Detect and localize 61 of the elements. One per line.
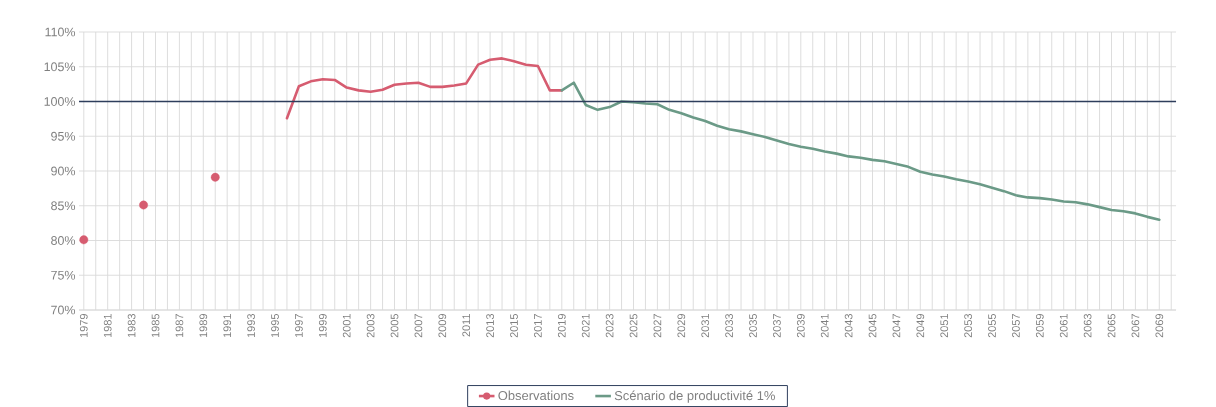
x-tick-label: 2037 <box>773 314 781 338</box>
x-tick-label: 2049 <box>916 314 925 338</box>
x-tick-label: 2023 <box>605 313 614 338</box>
x-tick-label: 2055 <box>988 313 996 338</box>
x-tick-label: 2025 <box>629 313 638 338</box>
x-tick-label: 2029 <box>677 314 686 338</box>
x-tick-label: 2061 <box>1059 314 1068 338</box>
x-tick-label: 2015 <box>510 313 518 338</box>
legend-label: Observations <box>498 390 574 401</box>
y-tick-label: 75% <box>51 270 76 280</box>
x-tick-label: 2033 <box>725 313 733 338</box>
x-tick-label: 1985 <box>151 313 160 338</box>
y-tick-label: 100% <box>44 97 76 106</box>
x-tick-label: 2011 <box>462 314 471 337</box>
x-tick-label: 2053 <box>964 313 972 338</box>
x-tick-label: 2065 <box>1107 313 1116 338</box>
x-tick-label: 2059 <box>1035 314 1044 338</box>
point <box>79 235 89 245</box>
x-tick-label: 1999 <box>318 314 327 338</box>
x-tick-label: 2057 <box>1012 314 1020 338</box>
x-tick-label: 2045 <box>868 313 877 338</box>
x-tick-label: 1979 <box>79 314 88 338</box>
x-tick-label: 2003 <box>366 313 375 338</box>
y-tick-label: 95% <box>51 131 76 141</box>
x-tick-label: 1995 <box>271 313 279 338</box>
legend-label: Scénario de productivité 1% <box>614 390 775 403</box>
y-tick-label: 110% <box>45 27 76 37</box>
x-tick-label: 2043 <box>844 313 853 338</box>
x-tick-label: 2035 <box>749 313 757 338</box>
x-tick-label: 2031 <box>701 314 710 338</box>
x-tick-label: 2017 <box>534 314 542 338</box>
x-tick-label: 1981 <box>103 314 112 338</box>
x-tick-label: 2039 <box>796 314 805 338</box>
x-tick-label: 2019 <box>557 314 566 338</box>
x-tick-label: 2009 <box>438 314 447 338</box>
x-tick-label: 1991 <box>223 314 232 338</box>
x-tick-label: 2047 <box>892 314 901 338</box>
point <box>139 200 148 210</box>
x-tick-label: 2069 <box>1155 314 1164 338</box>
x-tick-label: 2005 <box>390 313 399 338</box>
x-tick-label: 1983 <box>127 313 136 338</box>
x-tick-label: 2027 <box>653 314 662 338</box>
y-tick-label: 90% <box>51 166 76 176</box>
x-tick-label: 2041 <box>820 314 829 338</box>
x-tick-label: 2067 <box>1131 314 1140 338</box>
y-tick-label: 85% <box>51 201 76 211</box>
y-tick-label: 80% <box>51 236 76 245</box>
x-tick-label: 2021 <box>581 314 590 338</box>
x-tick-label: 2051 <box>940 314 949 338</box>
point <box>210 172 220 182</box>
x-tick-label: 1989 <box>199 314 208 338</box>
x-tick-label: 2063 <box>1083 313 1092 338</box>
x-tick-label: 2007 <box>414 314 423 338</box>
line-series <box>560 81 1161 221</box>
x-tick-label: 1987 <box>175 314 184 338</box>
x-tick-label: 1993 <box>247 313 255 338</box>
x-tick-label: 1997 <box>295 314 303 338</box>
x-tick-label: 2013 <box>486 313 494 338</box>
x-tick-label: 2001 <box>342 314 351 338</box>
y-tick-label: 105% <box>44 62 76 72</box>
y-tick-label: 70% <box>51 305 76 315</box>
